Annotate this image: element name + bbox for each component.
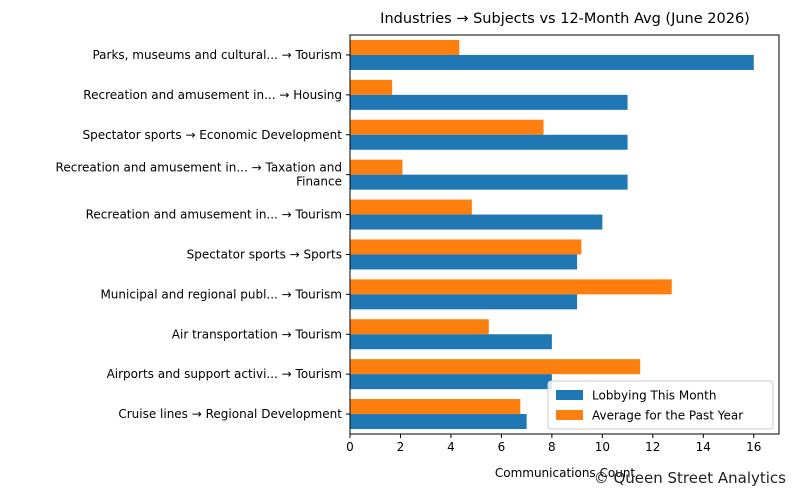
x-tick-label: 0 xyxy=(346,440,354,454)
bar-lobbying-this-month xyxy=(350,334,552,350)
watermark: © Queen Street Analytics xyxy=(594,469,786,487)
plot-frame xyxy=(349,34,780,435)
bars-group xyxy=(350,39,754,430)
chart-title: Industries → Subjects vs 12-Month Avg (J… xyxy=(380,11,750,27)
bar-average-past-year xyxy=(350,39,460,55)
bar-lobbying-this-month xyxy=(350,294,578,310)
y-tick-label: Recreation and amusement in... → Tourism xyxy=(86,208,342,222)
x-tick-label: 8 xyxy=(548,440,556,454)
bar-average-past-year xyxy=(350,239,582,255)
y-tick-label: Air transportation → Tourism xyxy=(172,327,342,341)
y-tick-label: Cruise lines → Regional Development xyxy=(118,407,342,421)
x-tick-label: 10 xyxy=(595,440,610,454)
bar-lobbying-this-month xyxy=(350,214,603,230)
legend: Lobbying This Month Average for the Past … xyxy=(547,380,774,430)
y-tick-label: Spectator sports → Economic Development xyxy=(82,128,342,142)
bar-lobbying-this-month xyxy=(350,134,628,150)
x-axis: 0 2 4 6 8 10 12 14 16 xyxy=(346,434,761,454)
bar-lobbying-this-month xyxy=(350,414,527,430)
legend-swatch xyxy=(556,410,583,420)
bar-lobbying-this-month xyxy=(350,374,552,390)
legend-label: Lobbying This Month xyxy=(592,389,716,403)
x-tick-label: 4 xyxy=(447,440,455,454)
legend-label: Average for the Past Year xyxy=(592,409,743,423)
bar-average-past-year xyxy=(350,319,489,335)
x-tick-label: 2 xyxy=(397,440,405,454)
bar-lobbying-this-month xyxy=(350,54,754,70)
y-tick-label: Recreation and amusement in... → Taxatio… xyxy=(56,161,342,175)
bar-average-past-year xyxy=(350,119,544,135)
bar-lobbying-this-month xyxy=(350,94,628,110)
bar-average-past-year xyxy=(350,79,393,95)
x-tick-label: 14 xyxy=(696,440,711,454)
bar-average-past-year xyxy=(350,199,472,215)
y-tick-label: Recreation and amusement in... → Housing xyxy=(83,88,342,102)
y-tick-label: Parks, museums and cultural... → Tourism xyxy=(92,48,342,62)
x-axis-label: Communications Count xyxy=(495,466,636,480)
y-axis: Parks, museums and cultural... → Tourism… xyxy=(56,48,350,421)
bar-average-past-year xyxy=(350,399,521,415)
legend-swatch xyxy=(556,390,583,400)
bar-lobbying-this-month xyxy=(350,254,578,270)
x-tick-label: 12 xyxy=(645,440,660,454)
y-tick-label: Finance xyxy=(296,175,342,189)
bar-average-past-year xyxy=(350,279,672,295)
bar-average-past-year xyxy=(350,159,403,175)
bar-average-past-year xyxy=(350,359,641,375)
y-tick-label: Municipal and regional publ... → Tourism xyxy=(100,287,342,301)
legend-box xyxy=(547,380,774,430)
x-tick-label: 16 xyxy=(746,440,761,454)
x-tick-label: 6 xyxy=(498,440,506,454)
y-tick-label: Airports and support activi... → Tourism xyxy=(107,367,342,381)
bar-lobbying-this-month xyxy=(350,174,628,190)
y-tick-label: Spectator sports → Sports xyxy=(187,247,342,261)
